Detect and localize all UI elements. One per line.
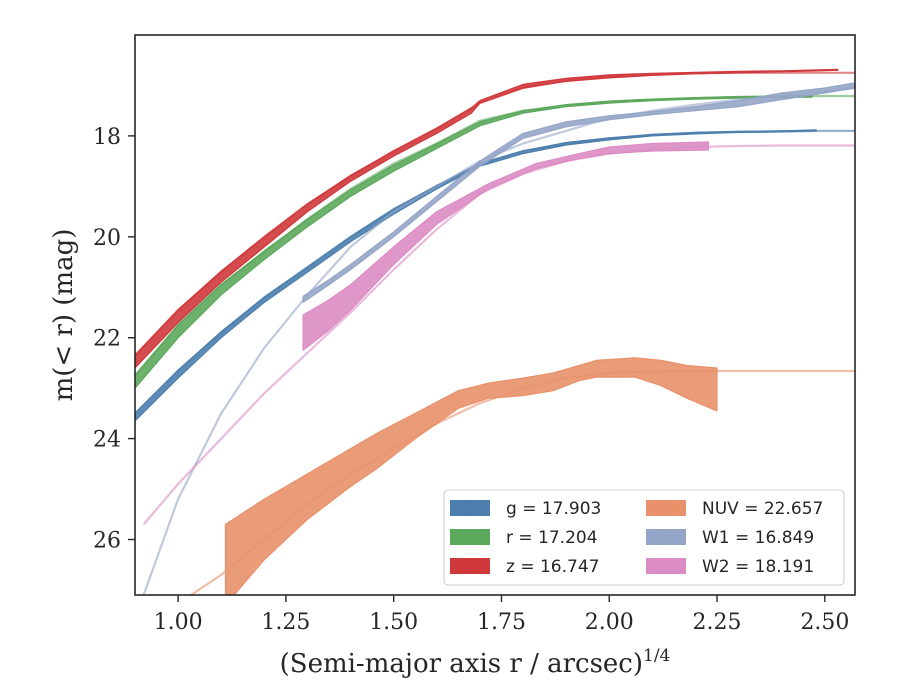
x-tick-label: 2.00 (585, 610, 634, 635)
legend-label-g: g = 17.903 (506, 499, 601, 519)
x-tick-label: 1.50 (369, 610, 418, 635)
series-W2-band (302, 141, 710, 351)
series-g-band (135, 129, 817, 422)
legend-swatch-NUV (646, 500, 686, 516)
x-tick-label: 2.25 (693, 610, 742, 635)
x-axis-label: (Semi-major axis r / arcsec)1/4 (280, 646, 671, 679)
y-tick-label: 18 (93, 125, 121, 150)
series-W1-band (302, 82, 855, 303)
y-tick-label: 22 (93, 327, 121, 352)
legend-swatch-z (450, 558, 490, 574)
x-tick-label: 1.25 (261, 610, 310, 635)
legend: g = 17.903 r = 17.204 z = 16.747 NUV = 22.6… (443, 489, 845, 586)
legend-swatch-g (450, 500, 490, 516)
x-tick-label: 1.75 (477, 610, 526, 635)
y-tick-label: 26 (93, 529, 121, 554)
legend-label-r: r = 17.204 (506, 528, 598, 548)
legend-swatch-W2 (646, 558, 686, 574)
y-axis-label: m(< r) (mag) (49, 229, 79, 402)
legend-label-W2: W2 = 18.191 (702, 557, 814, 577)
data-layer (135, 68, 855, 595)
x-axis-label-exponent: 1/4 (643, 646, 670, 666)
y-tick-label: 20 (93, 226, 121, 251)
legend-frame (443, 489, 845, 586)
x-axis-label-text: (Semi-major axis r / arcsec) (280, 649, 643, 679)
y-tick-label: 24 (93, 428, 121, 453)
series-r-band (135, 94, 813, 389)
plot-frame (134, 34, 856, 596)
series-z-band (135, 68, 839, 369)
legend-swatch-r (450, 529, 490, 545)
y-axis-ticks: 18 20 22 24 26 (93, 125, 135, 554)
legend-label-NUV: NUV = 22.657 (702, 499, 823, 519)
x-tick-label: 2.50 (800, 610, 849, 635)
legend-label-W1: W1 = 16.849 (702, 528, 814, 548)
series-NUV-band (224, 357, 718, 595)
legend-label-z: z = 16.747 (506, 557, 599, 577)
legend-swatch-W1 (646, 529, 686, 545)
x-axis-ticks: 1.00 1.25 1.50 1.75 2.00 2.25 2.50 (154, 595, 849, 635)
x-tick-label: 1.00 (154, 610, 203, 635)
